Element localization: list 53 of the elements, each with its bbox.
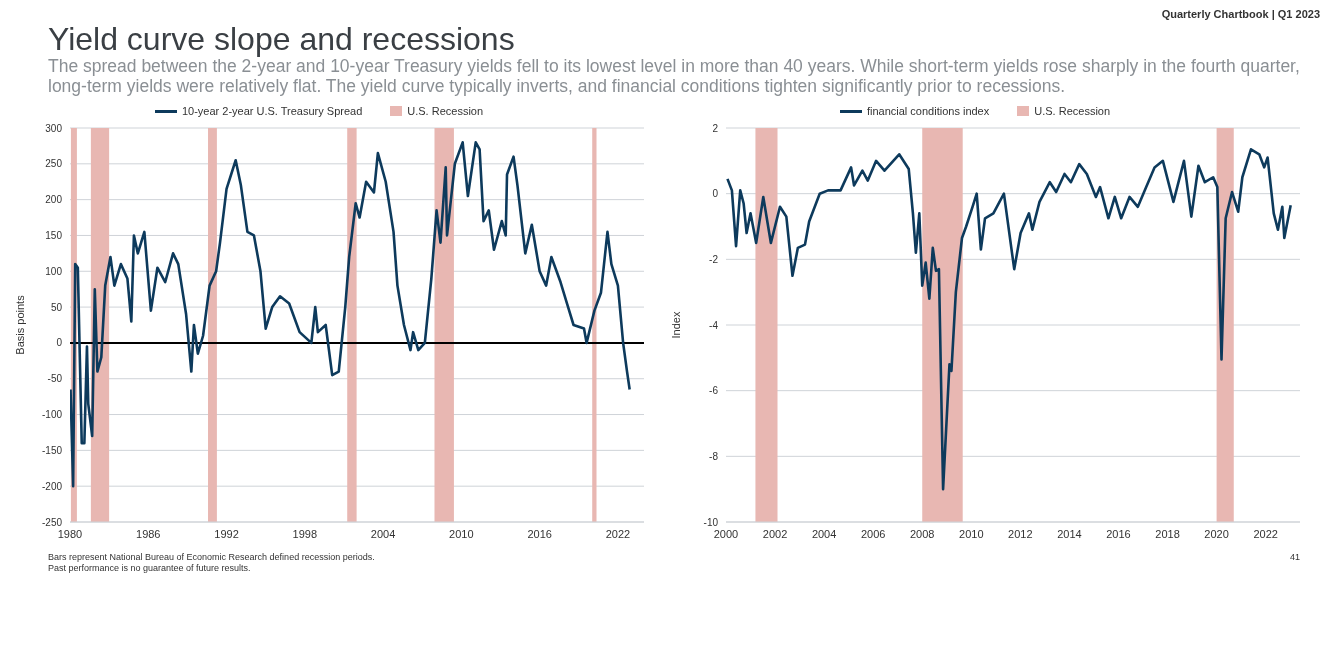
y-axis-title: Basis points: [13, 294, 26, 355]
x-tick-label: 2008: [910, 527, 935, 540]
x-tick-label: 2018: [1155, 527, 1180, 540]
y-tick-label: -100: [41, 409, 63, 421]
y-tick-label: 150: [45, 230, 63, 241]
x-tick-label: 2020: [1204, 527, 1229, 540]
x-tick-label: 2010: [449, 527, 474, 540]
y-tick-label: -250: [41, 516, 63, 528]
chart-subtitle: The spread between the 2-year and 10-year Treasury yields fell to its lowest level in more than 40 years. While short-term yields rose sharply in the fourth quarter, long-term yields were relatively flat. The yield curve typically inverts, and financial conditions tighten significantly prior to recessions.: [48, 56, 1300, 96]
text: Bars represent National Bureau of Economic Research defined recession periods.: [48, 552, 375, 563]
text: Past performance is no guarantee of future results.: [48, 563, 252, 574]
y-tick-label: 0: [56, 337, 63, 349]
legend-label: U.S. Recession: [407, 105, 484, 117]
legend-label: U.S. Recession: [1034, 105, 1111, 117]
x-tick-label: 2022: [1253, 527, 1278, 540]
y-tick-label: -200: [41, 480, 63, 492]
x-tick-label: 2016: [527, 527, 552, 540]
chart-title: Yield curve slope and recessions: [48, 21, 516, 57]
text: Quarterly Chartbook | Q1 2023: [1160, 8, 1320, 22]
x-tick-label: 2022: [605, 527, 631, 540]
legend-label: 10-year 2-year U.S. Treasury Spread: [181, 105, 363, 117]
y-tick-label: -10: [703, 516, 719, 528]
x-tick-label: 2010: [959, 527, 984, 540]
y-axis-title: Index: [669, 311, 682, 339]
text: 41: [1289, 552, 1300, 564]
x-tick-label: 2004: [811, 527, 837, 540]
y-tick-label: 0: [712, 188, 719, 200]
y-tick-label: -6: [709, 385, 719, 397]
x-tick-label: 2002: [762, 527, 788, 540]
x-tick-label: 2006: [860, 527, 886, 540]
x-tick-label: 2012: [1008, 527, 1033, 540]
y-tick-label: -4: [709, 319, 719, 331]
x-tick-label: 2000: [713, 527, 739, 540]
y-tick-label: -8: [709, 450, 719, 462]
y-tick-label: -50: [47, 373, 63, 385]
y-tick-label: 50: [50, 301, 63, 313]
x-tick-label: 2016: [1106, 527, 1131, 540]
y-tick-label: -150: [41, 444, 63, 456]
x-tick-label: 2004: [370, 527, 396, 540]
y-tick-label: 300: [45, 122, 63, 134]
y-tick-label: 2: [712, 122, 719, 134]
line-series: [70, 141, 631, 488]
x-tick-label: 2014: [1057, 527, 1082, 540]
x-tick-label: 1998: [292, 527, 318, 540]
y-tick-label: 200: [45, 194, 63, 206]
y-tick-label: 250: [45, 158, 63, 170]
line-series: [726, 148, 1292, 491]
x-tick-label: 1980: [57, 527, 83, 540]
x-tick-label: 1986: [136, 527, 161, 540]
legend-label: financial conditions index: [866, 105, 990, 117]
y-tick-label: -2: [709, 253, 719, 265]
x-tick-label: 1992: [214, 527, 239, 540]
y-tick-label: 100: [45, 265, 63, 277]
